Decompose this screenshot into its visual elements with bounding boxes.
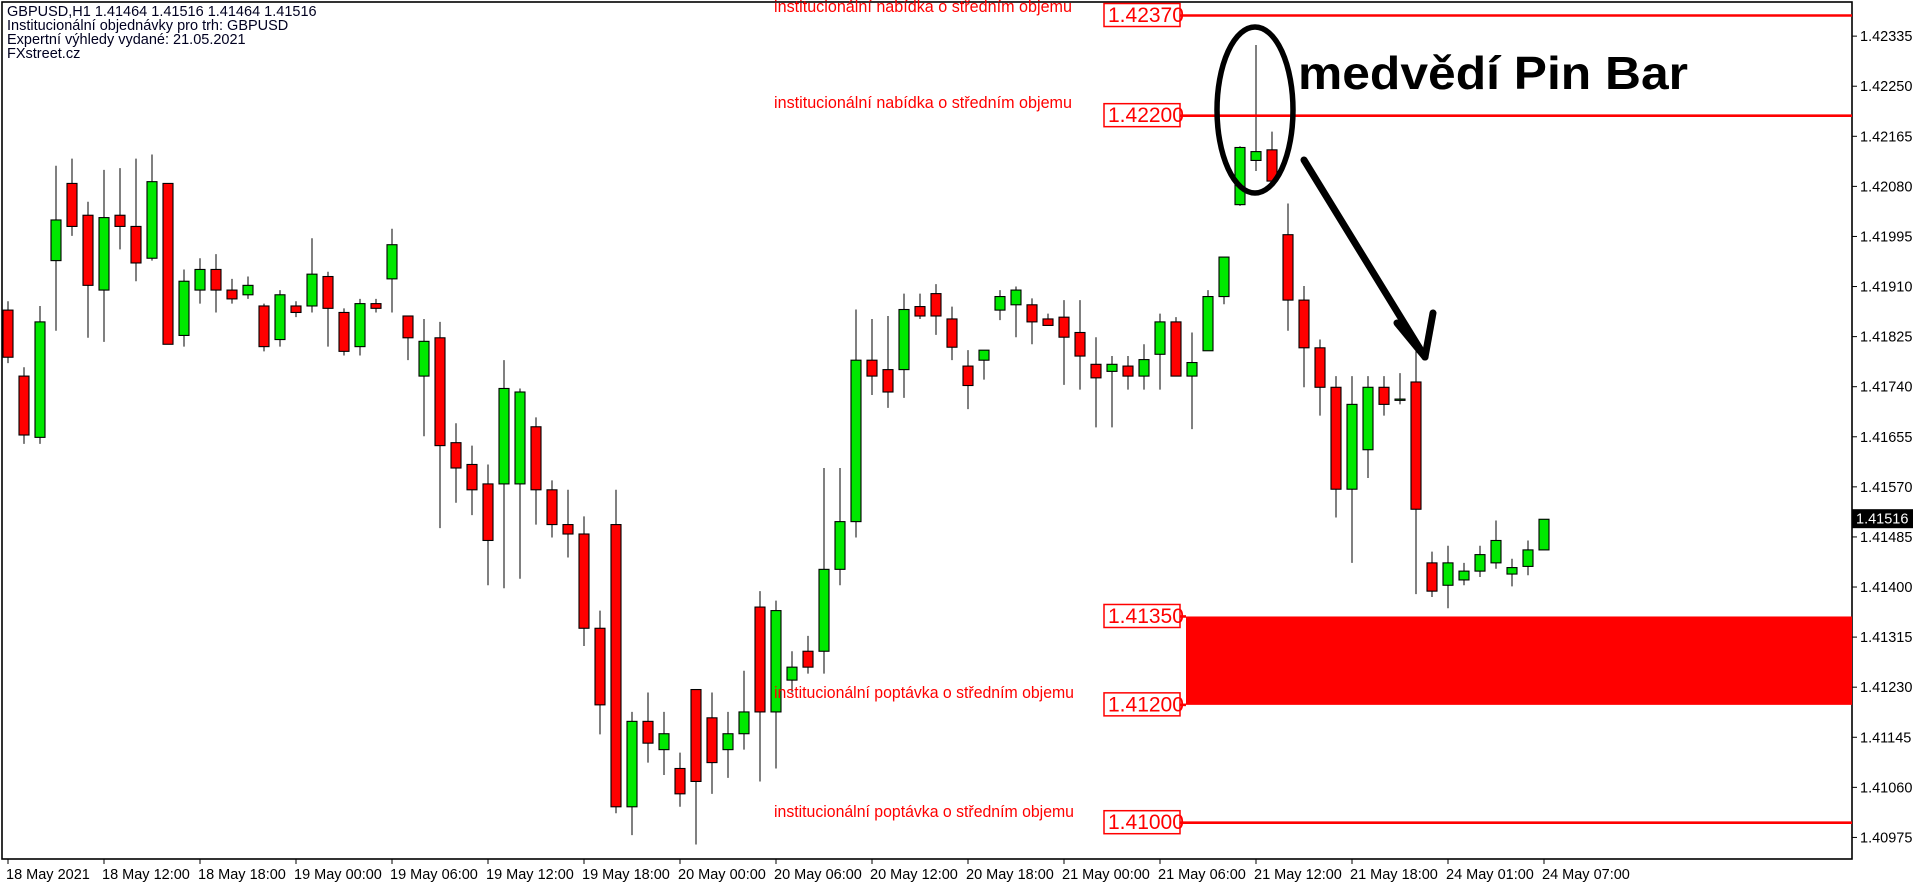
svg-text:19 May 18:00: 19 May 18:00 — [582, 867, 670, 883]
svg-text:institucionální nabídka o stře: institucionální nabídka o středním objem… — [774, 93, 1072, 112]
svg-text:1.41655: 1.41655 — [1860, 430, 1912, 446]
svg-text:21 May 18:00: 21 May 18:00 — [1350, 867, 1438, 883]
svg-text:medvědí Pin Bar: medvědí Pin Bar — [1298, 47, 1688, 99]
svg-text:18 May 2021: 18 May 2021 — [6, 867, 90, 883]
svg-text:20 May 18:00: 20 May 18:00 — [966, 867, 1054, 883]
svg-text:1.41000: 1.41000 — [1108, 811, 1184, 834]
svg-text:18 May 12:00: 18 May 12:00 — [102, 867, 190, 883]
svg-text:1.42165: 1.42165 — [1860, 129, 1912, 145]
svg-text:19 May 06:00: 19 May 06:00 — [390, 867, 478, 883]
svg-text:1.42335: 1.42335 — [1860, 29, 1912, 45]
svg-text:1.41910: 1.41910 — [1860, 280, 1912, 296]
svg-text:FXstreet.cz: FXstreet.cz — [7, 46, 80, 62]
svg-text:1.41350: 1.41350 — [1108, 605, 1184, 628]
svg-text:1.41825: 1.41825 — [1860, 330, 1912, 346]
svg-text:18 May 18:00: 18 May 18:00 — [198, 867, 286, 883]
svg-text:21 May 12:00: 21 May 12:00 — [1254, 867, 1342, 883]
svg-text:1.42080: 1.42080 — [1860, 179, 1912, 195]
svg-text:1.42370: 1.42370 — [1108, 4, 1184, 27]
svg-text:1.41400: 1.41400 — [1860, 580, 1912, 596]
svg-text:1.41230: 1.41230 — [1860, 680, 1912, 696]
svg-text:1.41485: 1.41485 — [1860, 530, 1912, 546]
svg-text:1.41995: 1.41995 — [1860, 229, 1912, 245]
svg-text:21 May 06:00: 21 May 06:00 — [1158, 867, 1246, 883]
svg-text:institucionální poptávka o stř: institucionální poptávka o středním obje… — [774, 683, 1074, 702]
svg-text:20 May 06:00: 20 May 06:00 — [774, 867, 862, 883]
svg-text:1.41200: 1.41200 — [1108, 693, 1184, 716]
svg-text:24 May 01:00: 24 May 01:00 — [1446, 867, 1534, 883]
svg-text:1.42200: 1.42200 — [1108, 104, 1184, 127]
svg-text:20 May 12:00: 20 May 12:00 — [870, 867, 958, 883]
svg-text:1.41570: 1.41570 — [1860, 480, 1912, 496]
svg-text:21 May 00:00: 21 May 00:00 — [1062, 867, 1150, 883]
svg-text:19 May 00:00: 19 May 00:00 — [294, 867, 382, 883]
svg-text:20 May 00:00: 20 May 00:00 — [678, 867, 766, 883]
svg-text:1.41740: 1.41740 — [1860, 380, 1912, 396]
svg-text:institucionální nabídka o stře: institucionální nabídka o středním objem… — [774, 0, 1072, 16]
svg-text:1.41060: 1.41060 — [1860, 780, 1912, 796]
svg-text:1.41516: 1.41516 — [1856, 512, 1908, 528]
svg-text:19 May 12:00: 19 May 12:00 — [486, 867, 574, 883]
svg-text:1.40975: 1.40975 — [1860, 830, 1912, 846]
svg-text:1.41315: 1.41315 — [1860, 630, 1912, 646]
svg-text:1.42250: 1.42250 — [1860, 79, 1912, 95]
svg-text:institucionální poptávka o stř: institucionální poptávka o středním obje… — [774, 802, 1074, 821]
svg-text:24 May 07:00: 24 May 07:00 — [1542, 867, 1630, 883]
svg-text:1.41145: 1.41145 — [1860, 730, 1911, 746]
